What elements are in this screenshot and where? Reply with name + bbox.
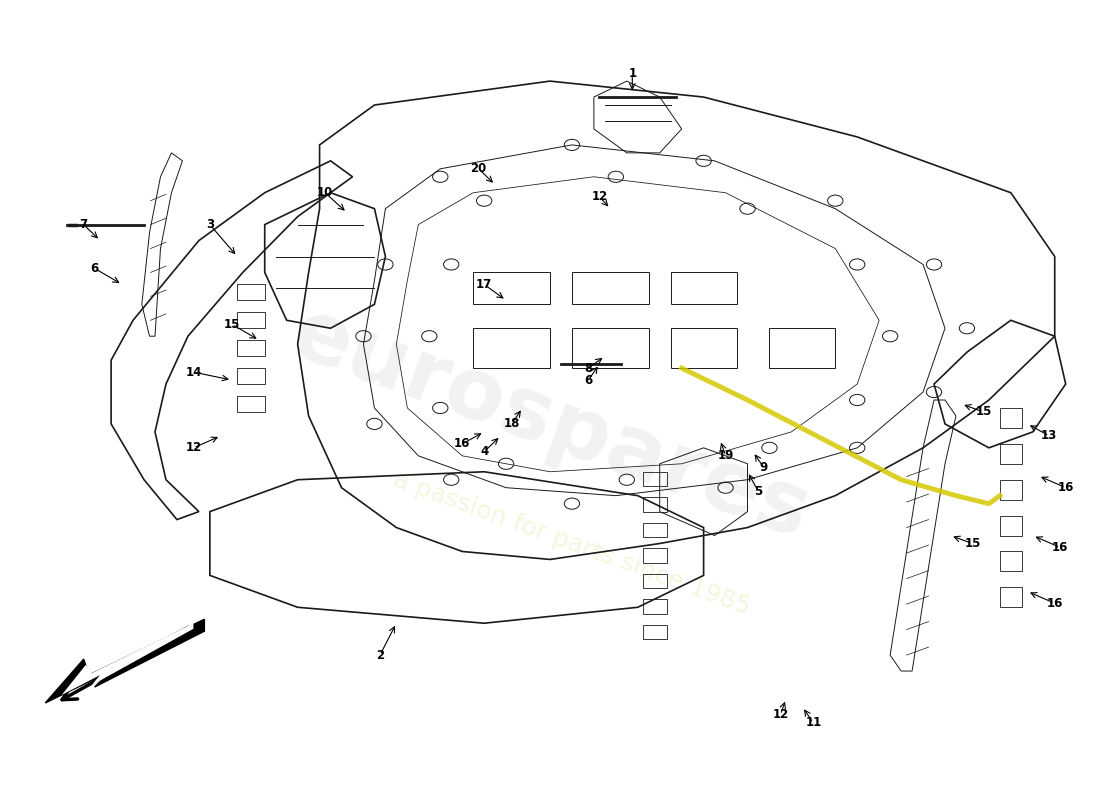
Text: 16: 16 [454, 438, 471, 450]
Text: 11: 11 [805, 716, 822, 730]
Text: 6: 6 [90, 262, 99, 275]
Bar [644, 498, 668, 512]
Text: 5: 5 [755, 485, 762, 498]
Bar [473, 273, 550, 304]
Bar [1000, 480, 1022, 500]
Text: 17: 17 [476, 278, 493, 291]
Text: 14: 14 [185, 366, 201, 378]
Text: 4: 4 [480, 446, 488, 458]
Text: 10: 10 [317, 186, 333, 199]
Bar [1000, 587, 1022, 607]
Text: 20: 20 [471, 162, 487, 175]
Bar [238, 340, 265, 356]
Text: 12: 12 [185, 442, 201, 454]
Text: 19: 19 [717, 450, 734, 462]
Text: 18: 18 [504, 418, 520, 430]
Bar [1000, 551, 1022, 571]
Bar [238, 396, 265, 412]
Text: 12: 12 [592, 190, 607, 203]
Polygon shape [45, 619, 205, 703]
Text: 16: 16 [1057, 481, 1074, 494]
Text: 2: 2 [376, 649, 384, 662]
Text: eurospares: eurospares [279, 292, 821, 556]
Bar [1000, 515, 1022, 535]
Bar [644, 599, 668, 614]
Text: 8: 8 [584, 362, 593, 374]
Bar [1000, 444, 1022, 464]
Bar [769, 328, 835, 368]
Bar [644, 472, 668, 486]
Polygon shape [62, 623, 194, 695]
Text: 13: 13 [1041, 430, 1057, 442]
Text: 1: 1 [628, 66, 637, 80]
Text: 9: 9 [760, 462, 768, 474]
Bar [644, 574, 668, 588]
Text: 15: 15 [976, 406, 991, 418]
Bar [1000, 408, 1022, 428]
Text: 7: 7 [79, 218, 88, 231]
Bar [238, 312, 265, 328]
Bar [572, 273, 649, 304]
Bar [644, 625, 668, 639]
Text: a passion for parts since 1985: a passion for parts since 1985 [390, 467, 754, 619]
Text: 16: 16 [1052, 541, 1068, 554]
Text: 16: 16 [1046, 597, 1063, 610]
Bar [473, 328, 550, 368]
Bar [644, 522, 668, 537]
Bar [238, 285, 265, 300]
Bar [572, 328, 649, 368]
Text: 12: 12 [772, 709, 789, 722]
Bar [238, 368, 265, 384]
Text: 6: 6 [584, 374, 593, 386]
Text: 3: 3 [206, 218, 213, 231]
Bar [644, 548, 668, 562]
Text: 15: 15 [965, 537, 980, 550]
Text: 15: 15 [223, 318, 240, 330]
Bar [671, 328, 737, 368]
Bar [671, 273, 737, 304]
